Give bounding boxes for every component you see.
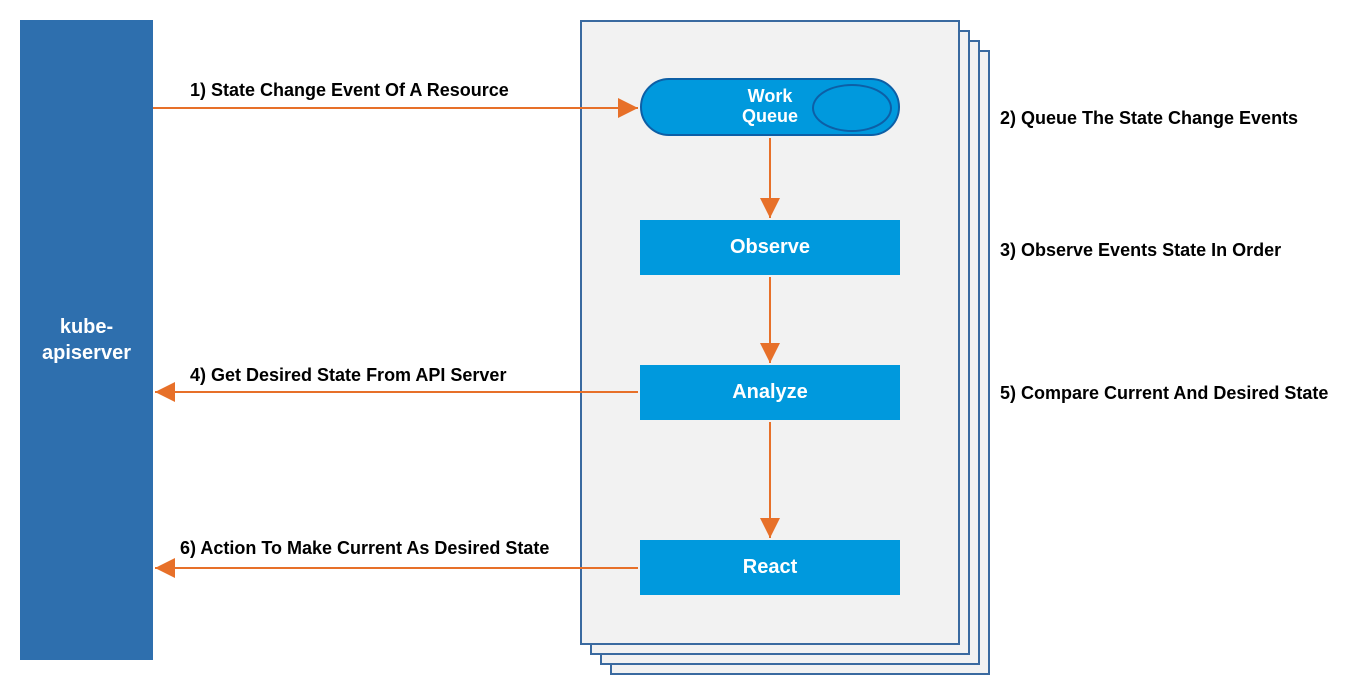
observe-node: Observe (640, 220, 900, 275)
work-queue-label-2: Queue (742, 107, 798, 127)
step-4-label: 4) Get Desired State From API Server (190, 365, 506, 386)
work-queue-label-1: Work (748, 87, 793, 107)
step-6-label: 6) Action To Make Current As Desired Sta… (180, 538, 549, 559)
kube-apiserver-label: kube- apiserver (42, 314, 131, 366)
kube-apiserver-block: kube- apiserver (20, 20, 153, 660)
react-node: React (640, 540, 900, 595)
step-2-label: 2) Queue The State Change Events (1000, 108, 1298, 129)
step-5-label: 5) Compare Current And Desired State (1000, 383, 1328, 404)
step-3-label: 3) Observe Events State In Order (1000, 240, 1281, 261)
analyze-node: Analyze (640, 365, 900, 420)
react-label: React (743, 556, 797, 579)
observe-label: Observe (730, 236, 810, 259)
step-1-label: 1) State Change Event Of A Resource (190, 80, 509, 101)
analyze-label: Analyze (732, 381, 808, 404)
controller-pattern-diagram: kube- apiserver Work Queue Observe Analy… (0, 0, 1365, 683)
work-queue-node: Work Queue (640, 78, 900, 136)
queue-ellipse-icon (812, 84, 892, 132)
